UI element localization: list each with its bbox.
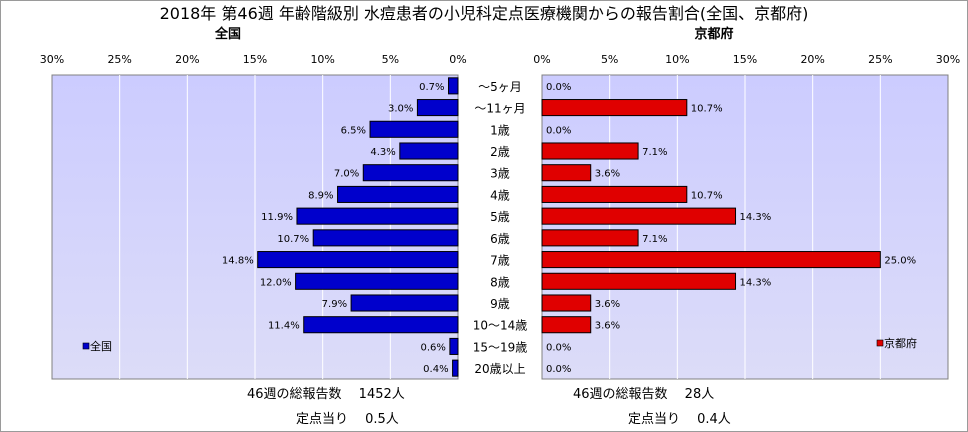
national-bar bbox=[295, 272, 459, 290]
national-x-tick-label: 10% bbox=[310, 53, 334, 66]
national-data-label: 4.3% bbox=[370, 147, 395, 158]
category-label: 3歳 bbox=[490, 167, 510, 181]
kyoto-bar bbox=[541, 164, 592, 182]
national-data-label: 7.9% bbox=[322, 299, 347, 310]
national-data-label: 11.4% bbox=[268, 321, 300, 332]
category-label: 1歳 bbox=[490, 123, 510, 137]
kyoto-x-tick-label: 0% bbox=[533, 53, 550, 66]
kyoto-bar bbox=[541, 185, 688, 203]
kyoto-data-label: 0.0% bbox=[546, 364, 571, 375]
kyoto-data-label: 3.6% bbox=[595, 321, 620, 332]
category-label: 10～14歳 bbox=[473, 319, 528, 333]
national-bar bbox=[303, 316, 459, 334]
kyoto-subtitle: 京都府 bbox=[694, 26, 733, 42]
legend-national-swatch bbox=[82, 342, 90, 350]
kyoto-bar bbox=[541, 229, 639, 247]
kyoto-x-tick-label: 15% bbox=[733, 53, 757, 66]
national-bar bbox=[369, 120, 459, 138]
national-subtitle: 全国 bbox=[214, 26, 241, 42]
national-x-tick-label: 20% bbox=[175, 53, 199, 66]
national-per-site: 定点当り 0.5人 bbox=[296, 412, 399, 427]
national-x-tick-label: 0% bbox=[449, 53, 466, 66]
category-label: 15～19歳 bbox=[473, 340, 528, 354]
chart-title: 2018年 第46週 年齢階級別 水痘患者の小児科定点医療機関からの報告割合(全… bbox=[160, 4, 809, 23]
kyoto-bar bbox=[541, 294, 592, 312]
national-data-label: 8.9% bbox=[308, 190, 333, 201]
kyoto-bar bbox=[541, 207, 737, 225]
legend-kyoto-label: 京都府 bbox=[884, 336, 917, 350]
kyoto-data-label: 3.6% bbox=[595, 299, 620, 310]
kyoto-x-tick-label: 25% bbox=[868, 53, 892, 66]
kyoto-bar bbox=[541, 272, 737, 290]
category-label: 20歳以上 bbox=[474, 362, 525, 376]
kyoto-bar bbox=[541, 142, 639, 160]
national-data-label: 3.0% bbox=[388, 104, 413, 115]
legend-kyoto-swatch bbox=[876, 339, 884, 347]
national-bar bbox=[449, 337, 459, 355]
kyoto-per-site: 定点当り 0.4人 bbox=[628, 412, 731, 427]
national-total-reports: 46週の総報告数 1452人 bbox=[247, 387, 405, 402]
national-bar bbox=[362, 164, 459, 182]
category-label: 9歳 bbox=[490, 297, 510, 311]
kyoto-data-label: 10.7% bbox=[691, 104, 723, 115]
kyoto-data-label: 3.6% bbox=[595, 169, 620, 180]
kyoto-data-label: 0.0% bbox=[546, 342, 571, 353]
kyoto-data-label: 25.0% bbox=[884, 256, 916, 267]
national-data-label: 10.7% bbox=[277, 234, 309, 245]
national-bar bbox=[399, 142, 459, 160]
kyoto-data-label: 0.0% bbox=[546, 125, 571, 136]
category-label: 8歳 bbox=[490, 275, 510, 289]
national-data-label: 0.4% bbox=[423, 364, 448, 375]
national-bar bbox=[416, 99, 459, 117]
national-x-tick-label: 25% bbox=[107, 53, 131, 66]
category-label: 4歳 bbox=[490, 188, 510, 202]
category-label: 2歳 bbox=[490, 145, 510, 159]
national-x-tick-label: 5% bbox=[382, 53, 399, 66]
kyoto-data-label: 10.7% bbox=[691, 190, 723, 201]
national-data-label: 0.7% bbox=[419, 82, 444, 93]
national-bar bbox=[296, 207, 459, 225]
national-data-label: 6.5% bbox=[341, 125, 366, 136]
kyoto-data-label: 7.1% bbox=[642, 234, 667, 245]
national-bar bbox=[312, 229, 459, 247]
national-data-label: 12.0% bbox=[260, 277, 292, 288]
category-label: ～11ヶ月 bbox=[474, 102, 525, 116]
national-x-tick-label: 15% bbox=[243, 53, 267, 66]
national-bar bbox=[257, 251, 459, 269]
category-label: ～5ヶ月 bbox=[478, 80, 522, 94]
kyoto-x-tick-label: 5% bbox=[601, 53, 618, 66]
kyoto-x-tick-label: 20% bbox=[800, 53, 824, 66]
category-label: 6歳 bbox=[490, 232, 510, 246]
kyoto-bar bbox=[541, 99, 688, 117]
kyoto-data-label: 14.3% bbox=[740, 277, 772, 288]
national-data-label: 11.9% bbox=[261, 212, 293, 223]
kyoto-total-reports: 46週の総報告数 28人 bbox=[573, 387, 714, 402]
kyoto-x-tick-label: 30% bbox=[936, 53, 960, 66]
legend-national-label: 全国 bbox=[90, 339, 112, 353]
national-data-label: 14.8% bbox=[222, 256, 254, 267]
national-bar bbox=[337, 185, 459, 203]
category-label: 5歳 bbox=[490, 210, 510, 224]
national-data-label: 7.0% bbox=[334, 169, 359, 180]
national-data-label: 0.6% bbox=[420, 342, 445, 353]
national-bar bbox=[452, 359, 459, 377]
kyoto-data-label: 0.0% bbox=[546, 82, 571, 93]
national-bar bbox=[448, 77, 459, 95]
kyoto-data-label: 14.3% bbox=[740, 212, 772, 223]
national-x-tick-label: 30% bbox=[40, 53, 64, 66]
kyoto-bar bbox=[541, 316, 592, 334]
kyoto-data-label: 7.1% bbox=[642, 147, 667, 158]
kyoto-bar bbox=[541, 251, 881, 269]
category-label: 7歳 bbox=[490, 254, 510, 268]
national-bar bbox=[350, 294, 459, 312]
kyoto-x-tick-label: 10% bbox=[665, 53, 689, 66]
